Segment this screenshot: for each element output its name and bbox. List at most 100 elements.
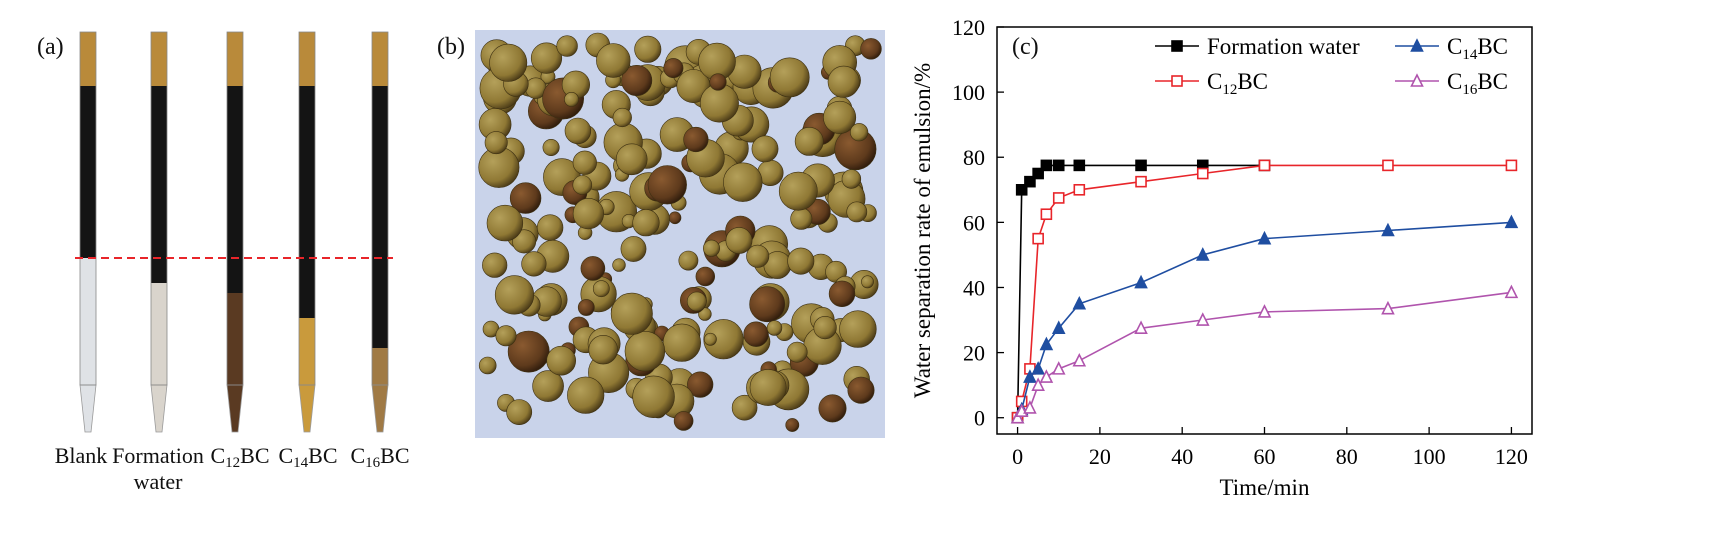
droplet [663,58,684,79]
droplet [577,299,595,316]
droplet [620,236,647,262]
droplet [592,280,610,298]
data-point [1024,175,1036,188]
x-tick-label: 40 [1171,444,1193,469]
legend-label-main: C [1447,69,1462,94]
y-tick-label: 80 [963,145,985,170]
droplet [683,126,709,153]
data-point [1031,377,1045,391]
tube-label-suffix: BC [240,443,270,468]
droplet [846,201,868,223]
data-point [1382,159,1394,172]
droplet [731,394,758,421]
legend-label: C16BC [1447,69,1508,98]
data-point [1032,232,1044,245]
series-2 [1010,214,1519,424]
droplet [512,229,537,254]
droplet [509,182,542,214]
y-tick-label: 40 [963,275,985,300]
droplet [580,256,606,281]
data-point [1504,214,1519,229]
tube-1 [150,31,168,433]
data-point [1134,320,1148,334]
legend-label-suffix: BC [1477,69,1508,94]
droplet [621,65,653,97]
droplet [588,335,618,365]
legend-label: Formation water [1207,34,1360,59]
data-point [1052,192,1065,204]
droplet [486,204,524,242]
droplet [794,126,824,156]
tube-label-main: Formation [112,443,204,468]
tube-label-0: Blank [21,443,141,469]
legend-entry-0: Formation water [1155,34,1360,59]
y-axis-label: Water separation rate of emulsion/% [910,63,935,398]
x-tick-label: 20 [1089,444,1111,469]
droplet [521,251,547,277]
panel-label-b: (b) [437,34,465,60]
droplet [786,341,808,363]
droplet [612,258,626,272]
tube-label-line2: water [133,469,183,494]
droplet [709,73,727,91]
droplet [841,169,862,189]
data-point [1031,361,1045,375]
droplet [546,345,577,376]
droplet [860,38,882,60]
data-point [1504,284,1519,299]
droplet [572,175,593,195]
data-point [1023,400,1037,414]
droplet [847,376,875,404]
droplet [494,275,535,315]
droplet [686,291,707,312]
data-point [1040,159,1053,172]
legend-label-main: Formation water [1207,34,1360,59]
data-point [1073,159,1086,172]
y-tick-label: 120 [952,15,985,40]
data-point [1051,361,1066,375]
data-point [1040,208,1053,221]
droplet [769,57,810,98]
droplet [668,211,682,225]
data-point [1052,159,1065,172]
droplet [828,280,856,307]
droplet [678,250,699,271]
tubes-photo [79,31,389,433]
tube-label-main: Blank [54,443,108,468]
droplet [662,323,702,362]
legend-label-sub: 12 [1222,82,1237,98]
data-point [1171,75,1183,87]
legend-entry-2: C14BC [1395,34,1508,63]
x-tick-label: 0 [1012,444,1023,469]
tube-label-main: C [278,443,294,468]
x-tick-label: 120 [1495,444,1528,469]
data-point [1381,300,1395,315]
series-3 [1010,284,1519,424]
data-point [1135,175,1147,188]
data-point [1072,295,1087,310]
droplet [687,371,714,398]
droplet [564,117,592,145]
tube-3 [298,31,316,433]
data-point [1257,230,1272,245]
data-point [1039,369,1054,383]
x-tick-label: 100 [1413,444,1446,469]
droplet [542,139,560,157]
droplet [725,227,753,254]
line-chart: 0 20 40 60 80 100 120 0 20 40 60 80 100 120 Time/min Wa… [910,15,1533,500]
legend-label: C12BC [1207,69,1268,98]
droplet [746,244,770,268]
droplet [506,399,533,426]
series-0 [1011,159,1271,424]
droplet [507,330,550,373]
tube-4 [371,31,389,433]
droplet [572,150,597,175]
droplet [813,316,837,340]
data-point [1257,304,1272,318]
data-point [1039,336,1054,351]
droplet [634,35,662,63]
data-point [1051,320,1066,334]
droplet [556,35,578,57]
legend-label-main: C [1447,34,1462,59]
data-point [1072,352,1087,367]
